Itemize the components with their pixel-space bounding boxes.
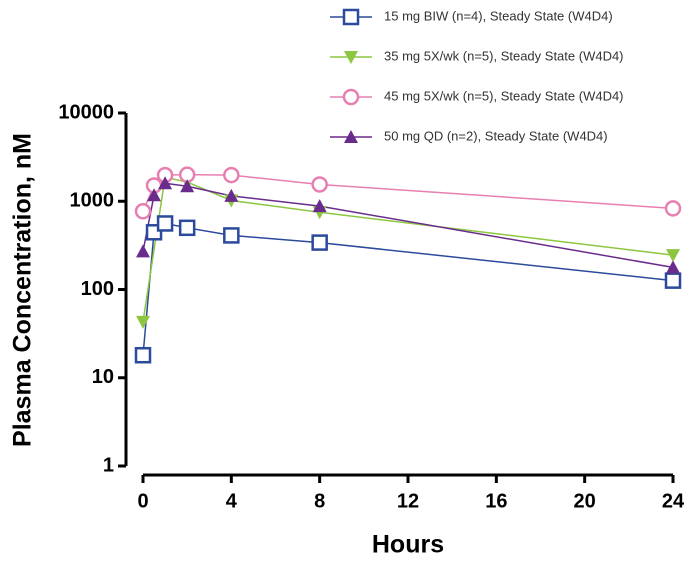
data-point xyxy=(147,188,162,202)
data-point xyxy=(223,227,240,244)
x-tick-label: 0 xyxy=(137,490,148,512)
y-axis-title: Plasma Concentration, nM xyxy=(9,133,37,447)
data-point xyxy=(666,260,680,274)
data-point xyxy=(158,176,173,190)
y-tick-label: 1000 xyxy=(70,190,115,212)
data-point xyxy=(312,199,327,213)
y-tick-label: 100 xyxy=(81,278,114,300)
data-point xyxy=(666,249,680,263)
data-point xyxy=(180,179,195,193)
x-tick-label: 8 xyxy=(314,490,325,512)
legend-marker xyxy=(342,8,360,26)
x-tick-label: 24 xyxy=(662,490,685,512)
data-point xyxy=(136,315,150,329)
y-tick-label: 10 xyxy=(92,366,114,388)
data-point xyxy=(136,244,150,258)
y-tick-label: 1 xyxy=(103,454,114,476)
legend-marker xyxy=(342,88,360,106)
legend-label: 35 mg 5X/wk (n=5), Steady State (W4D4) xyxy=(384,48,624,63)
legend-label: 50 mg QD (n=2), Steady State (W4D4) xyxy=(384,128,608,143)
data-point xyxy=(223,166,240,184)
series-line xyxy=(142,222,674,356)
data-point xyxy=(311,234,328,251)
x-tick-label: 20 xyxy=(574,490,596,512)
y-tick-label: 10000 xyxy=(58,101,114,123)
data-point xyxy=(134,203,152,220)
data-point xyxy=(156,215,174,232)
x-tick-label: 16 xyxy=(485,490,507,512)
legend-marker xyxy=(344,51,358,64)
data-point xyxy=(664,272,682,289)
x-tick-label: 12 xyxy=(397,490,419,512)
series-line xyxy=(142,176,674,322)
data-point xyxy=(224,188,239,202)
series-line xyxy=(142,173,674,212)
legend-label: 45 mg 5X/wk (n=5), Steady State (W4D4) xyxy=(384,88,624,103)
legend-label: 15 mg BIW (n=4), Steady State (W4D4) xyxy=(384,8,613,23)
data-point xyxy=(178,219,196,237)
data-point xyxy=(134,346,152,364)
data-point xyxy=(664,200,682,217)
x-axis-title: Hours xyxy=(372,531,444,559)
legend-marker xyxy=(344,130,358,143)
series-line xyxy=(142,182,674,269)
data-point xyxy=(311,176,328,193)
x-tick-label: 4 xyxy=(226,490,238,512)
